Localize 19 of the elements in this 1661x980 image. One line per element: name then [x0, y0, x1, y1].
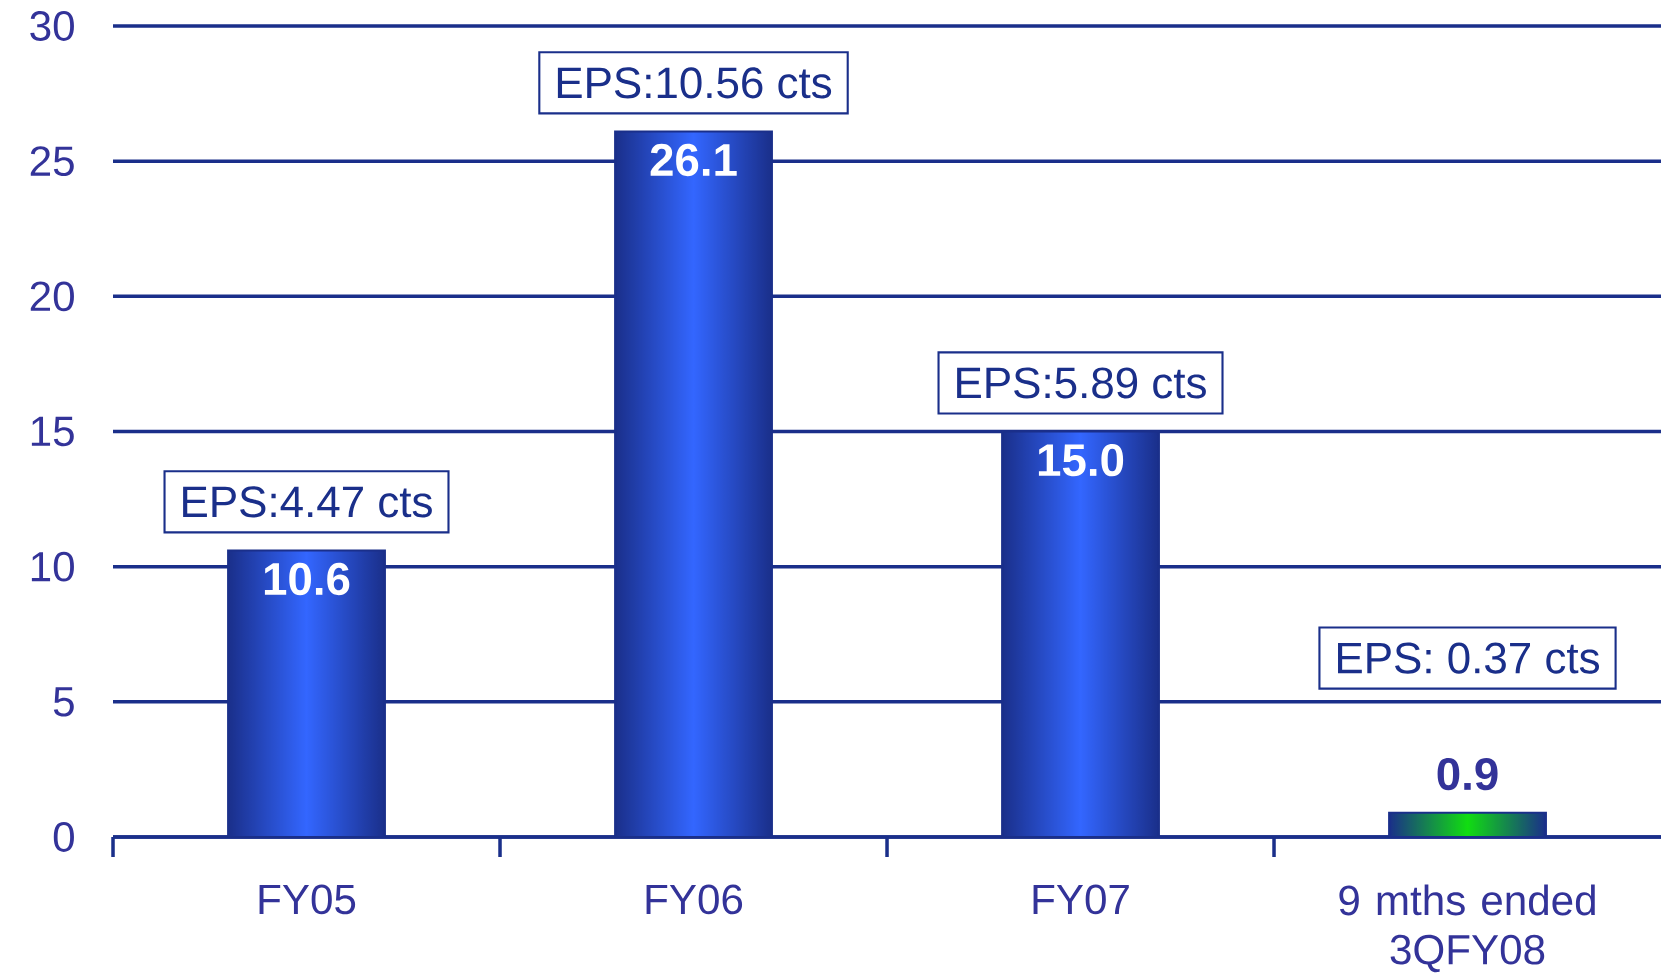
- y-tick-label: 5: [53, 687, 74, 717]
- y-tick-label: 15: [31, 416, 74, 447]
- y-tick-label: 25: [30, 146, 74, 177]
- y-tick-label: 0: [53, 822, 74, 852]
- x-tick-label: FY05: [259, 884, 356, 915]
- x-tick-label: FY06: [646, 884, 743, 915]
- y-tick-label: 30: [30, 11, 74, 41]
- annotation: EPS: 0.37 cts: [1338, 642, 1600, 674]
- annotation: EPS:5.89 cts: [957, 367, 1206, 399]
- annotation: EPS:10.56 cts: [557, 67, 832, 99]
- annotation: EPS:4.47 cts: [183, 486, 432, 518]
- x-tick-label: FY07: [1033, 884, 1129, 915]
- x-tick-label: 9 mths ended 3QFY08: [1339, 884, 1595, 973]
- y-tick-label: 20: [30, 281, 74, 312]
- y-tick-label: 10: [31, 551, 74, 582]
- data-label: 10.6: [264, 562, 350, 596]
- data-label: 26.1: [650, 143, 737, 177]
- data-label: 0.9: [1437, 757, 1498, 791]
- data-label: 15.0: [1038, 443, 1124, 477]
